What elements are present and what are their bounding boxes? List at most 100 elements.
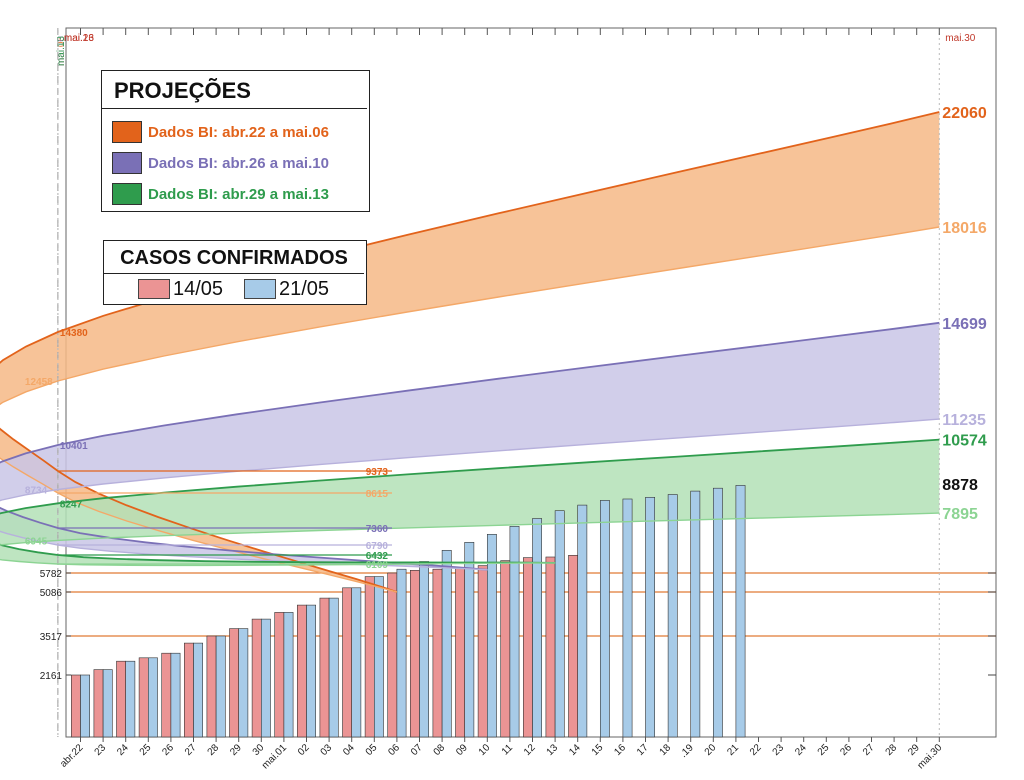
bar-1405	[522, 557, 533, 738]
x-tick-label: 15	[590, 742, 606, 758]
projection-upper-line-1	[0, 111, 940, 593]
vertical-line-label: mai.10	[56, 36, 67, 66]
bar-2105	[622, 498, 633, 738]
bar-2105	[260, 618, 271, 738]
bar-2105	[102, 669, 113, 738]
x-tick-label: 02	[296, 742, 312, 758]
value-label: 18016	[942, 220, 987, 237]
bar-1405	[409, 569, 420, 738]
legend-swatch-projection-2	[112, 152, 142, 174]
x-tick-label: .19	[678, 742, 696, 760]
bar-2105	[215, 635, 226, 738]
bar-1405	[387, 572, 398, 738]
value-label: 6790	[366, 541, 389, 552]
value-label: 5086	[40, 588, 63, 599]
legend-swatch-projection-3	[112, 183, 142, 205]
x-tick-label: 25	[138, 742, 154, 758]
legend-swatch-projection-1	[112, 121, 142, 143]
value-label: 11235	[942, 412, 986, 429]
bar-2105	[441, 549, 452, 738]
x-tick-label: 27	[183, 742, 199, 758]
x-tick-label: 26	[838, 742, 854, 758]
vertical-line-label: mai.06	[56, 36, 67, 66]
projection-band-3	[0, 439, 940, 566]
x-tick-label: 04	[341, 742, 357, 758]
bar-2105	[238, 628, 249, 738]
cases-legend: CASOS CONFIRMADOS 14/05 21/05	[103, 240, 367, 305]
bar-1405	[455, 567, 465, 738]
bar-1405	[206, 635, 217, 738]
x-tick-label: mai.01	[260, 742, 289, 771]
x-tick-label: 27	[861, 742, 877, 758]
bar-1405	[319, 597, 330, 738]
value-label: 9373	[366, 467, 389, 478]
legend-entry-projection-3: Dados BI: abr.29 a mai.13	[112, 182, 329, 206]
projection-band-2	[0, 322, 940, 570]
x-tick-label: 25	[816, 742, 832, 758]
x-tick-label: 24	[793, 742, 809, 758]
vertical-line-label: mai.13	[56, 36, 67, 66]
bar-1405	[568, 554, 578, 738]
x-tick-label: 12	[522, 742, 538, 758]
bar-1405	[296, 604, 307, 738]
bar-1405	[93, 669, 104, 738]
projections-legend: PROJEÇÕES Dados BI: abr.22 a mai.06 Dado…	[101, 70, 370, 212]
bar-2105	[464, 541, 475, 738]
bar-1405	[71, 674, 81, 738]
bar-1405	[251, 618, 262, 738]
legend-swatch-cases-1405	[138, 279, 170, 299]
x-tick-label: 17	[635, 742, 651, 758]
bar-1405	[116, 660, 126, 738]
legend-label-projection-2: Dados BI: abr.26 a mai.10	[148, 154, 329, 172]
value-label: 8247	[60, 499, 83, 510]
x-tick-label: 21	[725, 742, 741, 758]
bar-2105	[80, 674, 90, 738]
bar-1405	[432, 568, 443, 738]
bar-2105	[509, 525, 520, 738]
legend-label-projection-1: Dados BI: abr.22 a mai.06	[148, 123, 329, 141]
value-label: 2161	[40, 671, 63, 682]
bar-2105	[486, 533, 497, 738]
bar-2105	[532, 518, 542, 738]
bar-1405	[274, 612, 285, 738]
projection-band-1	[0, 112, 940, 592]
value-label: 22060	[942, 105, 987, 122]
bar-2105	[193, 642, 203, 738]
bar-1405	[229, 628, 239, 738]
bar-2105	[690, 490, 701, 738]
x-tick-label: 06	[386, 742, 402, 758]
value-label: 6109	[366, 560, 389, 571]
value-label: 8734	[25, 486, 48, 497]
value-label: 8615	[366, 489, 389, 500]
x-tick-label: 03	[319, 742, 335, 758]
bar-1405	[477, 565, 488, 738]
value-label: 3517	[40, 632, 63, 643]
x-tick-label: 30	[251, 742, 267, 758]
bar-1405	[342, 587, 352, 738]
bar-2105	[577, 504, 588, 738]
x-tick-label: 14	[567, 742, 583, 758]
value-label: 8878	[942, 477, 978, 494]
vertical-line-label: mai.30	[945, 33, 975, 44]
legend-swatch-cases-2105	[244, 279, 276, 299]
projection-lower-line-3	[0, 512, 940, 567]
bar-2105	[170, 652, 181, 738]
x-tick-label: abr.22	[58, 742, 86, 770]
x-tick-label: 11	[500, 742, 515, 757]
bar-2105	[148, 657, 158, 738]
value-label: 6432	[366, 551, 389, 562]
x-tick-label: 20	[703, 742, 719, 758]
x-tick-label: 22	[748, 742, 764, 758]
x-tick-label: 24	[115, 742, 131, 758]
bar-1405	[161, 652, 172, 738]
projection-upper-line-2	[0, 321, 940, 571]
value-label: 14380	[60, 328, 88, 339]
bar-1405	[364, 576, 375, 738]
value-label: 7895	[942, 506, 978, 523]
bar-2105	[645, 496, 655, 738]
x-tick-label: 09	[454, 742, 470, 758]
bar-2105	[735, 485, 746, 738]
projection-upper-line-3	[0, 438, 940, 564]
value-label: 6945	[25, 536, 48, 547]
